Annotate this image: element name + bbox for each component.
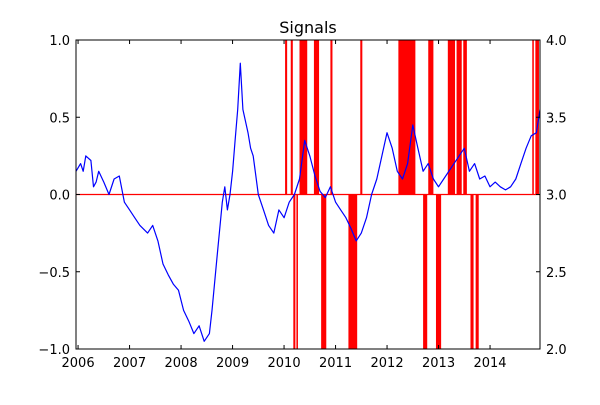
signal-band-1 [285, 40, 288, 195]
y-tick-label: 1.0 [49, 34, 70, 49]
x-tick-label: 2006 [62, 356, 95, 371]
y2-tick-label: 3.5 [546, 111, 567, 126]
y-tick-label: −0.5 [38, 266, 70, 281]
plot-area [76, 40, 540, 349]
signal-band-11 [398, 40, 416, 195]
signal-band-9 [348, 194, 358, 349]
y2-tick-label: 2.0 [546, 343, 567, 358]
signal-band-4 [296, 194, 298, 349]
signal-band-7 [321, 194, 327, 349]
y2-tick-label: 3.0 [546, 189, 567, 204]
y-tick-label: 0.0 [49, 189, 70, 204]
signal-band-14 [435, 194, 442, 349]
signal-band-2 [290, 40, 293, 195]
axes: 2006 2007 2008 2009 2010 2011 2012 2013 2014 1.0 0… [38, 34, 566, 371]
y-tick-label: 0.5 [49, 111, 70, 126]
signal-band-5 [299, 40, 308, 195]
signal-band-20 [532, 40, 534, 195]
series-line-blue [76, 62, 540, 342]
signal-band-12 [423, 194, 428, 349]
signal-band-10 [360, 40, 363, 195]
chart-title: Signals [279, 18, 336, 37]
x-tick-label: 2007 [113, 356, 146, 371]
signal-band-18 [470, 194, 474, 349]
signal-band-3 [293, 194, 296, 349]
x-tick-label: 2008 [165, 356, 198, 371]
signal-band-8 [330, 40, 333, 195]
y2-tick-label: 2.5 [546, 266, 567, 281]
x-tick-label: 2012 [371, 356, 404, 371]
x-tick-label: 2011 [319, 356, 352, 371]
signal-band-15 [447, 40, 456, 195]
signal-band-13 [428, 40, 434, 195]
x-tick-label: 2013 [422, 356, 455, 371]
signal-band-6 [313, 40, 320, 195]
x-tick-label: 2010 [268, 356, 301, 371]
y-tick-label: −1.0 [38, 343, 70, 358]
y2-tick-label: 4.0 [546, 34, 567, 49]
signal-band-16 [456, 40, 462, 195]
x-tick-label: 2014 [473, 356, 506, 371]
signal-band-19 [475, 194, 479, 349]
signal-band-17 [463, 40, 467, 195]
x-tick-label: 2009 [216, 356, 249, 371]
